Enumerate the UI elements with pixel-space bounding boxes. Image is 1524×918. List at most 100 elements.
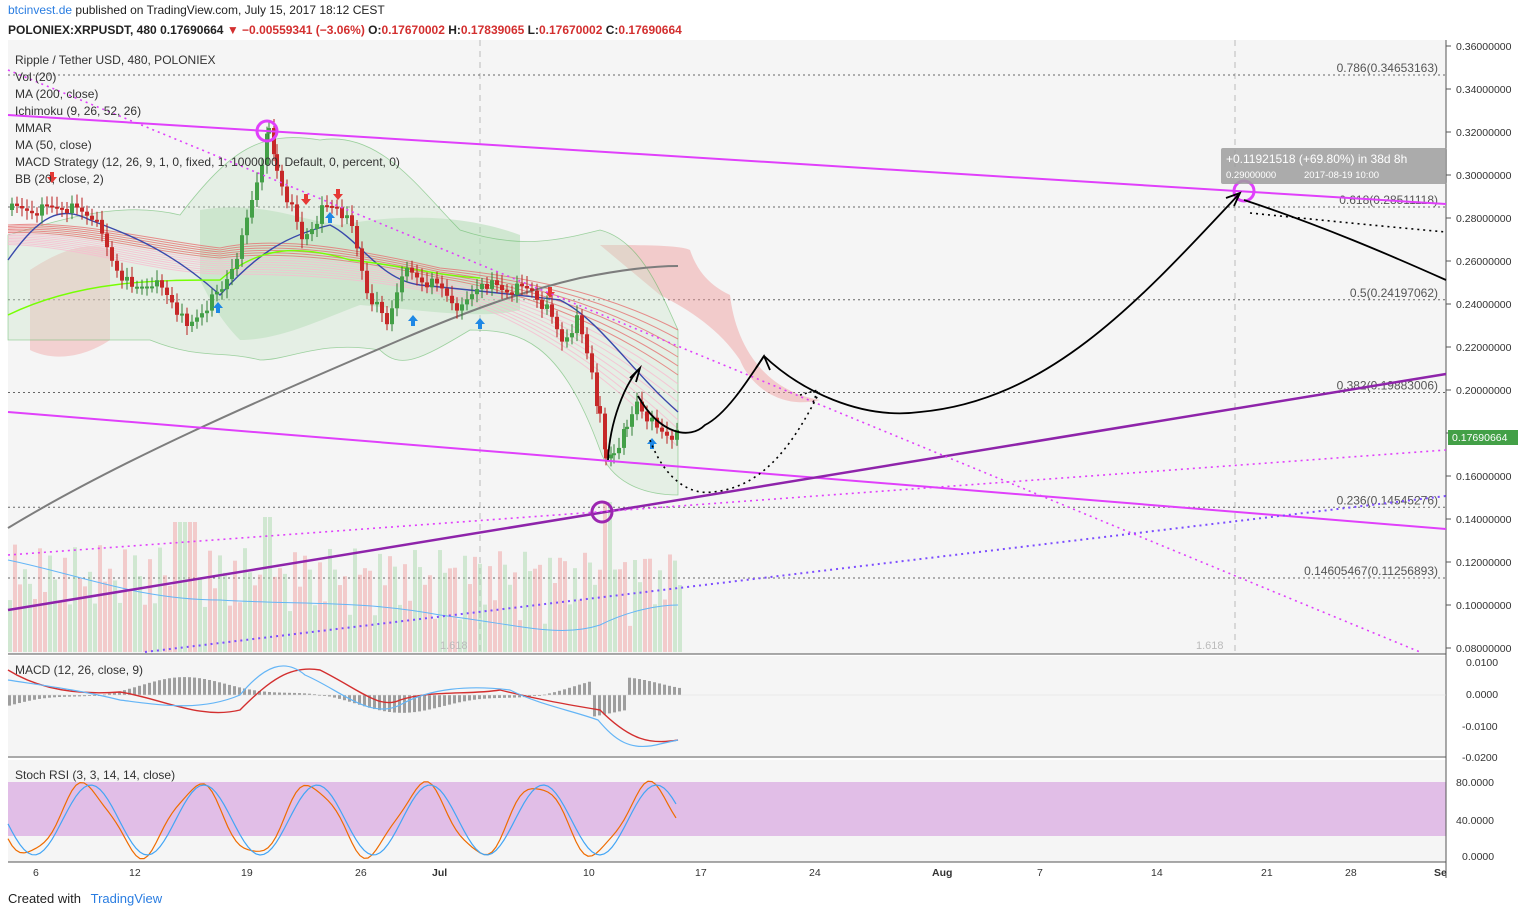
candle	[325, 205, 329, 208]
macd-bar	[373, 695, 376, 710]
candle	[240, 235, 244, 259]
dotted-support-line[interactable]	[144, 495, 1447, 653]
volume-bar	[163, 575, 167, 652]
candle	[665, 431, 669, 436]
candle	[635, 401, 639, 415]
macd-label[interactable]: MACD (12, 26, close, 9)	[15, 663, 143, 677]
projection-decline[interactable]	[1243, 199, 1447, 281]
macd-bar	[73, 695, 76, 697]
dotted-trend-line[interactable]	[7, 449, 1447, 556]
macd-bar	[263, 691, 266, 695]
lower-channel-line[interactable]	[7, 411, 1447, 530]
volume-bar	[458, 619, 462, 652]
support-marker[interactable]	[590, 500, 614, 524]
volume-bar	[363, 568, 367, 652]
cloud-segment	[30, 246, 110, 357]
volume-bar	[123, 549, 127, 652]
macd-bar	[343, 695, 346, 701]
legend-item[interactable]: Vol (20)	[15, 70, 56, 84]
volume-bar	[523, 551, 527, 652]
macd-bar	[308, 693, 311, 695]
rsi-label[interactable]: Stoch RSI (3, 3, 14, 14, close)	[15, 768, 175, 782]
peak-marker[interactable]	[255, 119, 279, 143]
legend-item[interactable]: MMAR	[15, 121, 52, 135]
macd-bar	[68, 695, 71, 697]
macd-pane[interactable]	[8, 656, 1446, 756]
candle	[235, 258, 239, 269]
volume-bar	[313, 605, 317, 652]
volume-bar	[208, 550, 212, 652]
dotted-resistance-line[interactable]	[7, 69, 1421, 653]
candle	[272, 128, 276, 155]
candle	[65, 209, 69, 214]
stoch-k-line	[7, 780, 677, 860]
macd-bar	[83, 695, 86, 697]
macd-bar	[268, 692, 271, 695]
volume-bar	[213, 588, 217, 652]
volume-bar	[648, 558, 652, 652]
legend-item[interactable]: BB (20, close, 2)	[15, 172, 104, 186]
legend-item[interactable]: MACD Strategy (12, 26, 9, 1, 0, fixed, 1…	[15, 155, 400, 169]
candle	[80, 207, 84, 212]
macd-bar	[673, 686, 676, 695]
candle	[590, 353, 594, 373]
fib-label: 0.5(0.24197062)	[1350, 286, 1438, 300]
candle	[570, 333, 574, 338]
volume-bar	[373, 615, 377, 652]
candle	[95, 219, 99, 222]
brand-link[interactable]: btcinvest.de	[8, 3, 73, 17]
support-trend-line[interactable]	[7, 372, 1447, 612]
legend-item[interactable]: MA (50, close)	[15, 138, 92, 152]
legend-item[interactable]: MA (200, close)	[15, 87, 98, 101]
macd-bar	[48, 695, 51, 698]
candle	[10, 203, 14, 210]
macd-bar	[293, 692, 296, 695]
projection-path-1[interactable]	[637, 355, 765, 434]
bollinger-band	[7, 137, 679, 496]
volume-bar	[548, 557, 552, 652]
candle	[425, 282, 429, 288]
current-price-text: 0.17690664	[1452, 432, 1508, 444]
main-pane[interactable]	[8, 40, 1446, 654]
volume-bar	[663, 599, 667, 652]
legend-item[interactable]: Ichimoku (9, 26, 52, 26)	[15, 104, 141, 118]
legend-item[interactable]: Ripple / Tether USD, 480, POLONIEX	[15, 53, 216, 67]
close-value: 0.17690664	[618, 23, 682, 37]
candle	[35, 213, 39, 216]
time-axis[interactable]: 6 12 19 26 Jul 10 17 24 Aug 7 14 21 28 S…	[33, 867, 1447, 878]
candle	[604, 449, 608, 459]
volume-bar	[203, 606, 207, 652]
time-tick: 19	[241, 867, 253, 878]
upper-channel-line[interactable]	[7, 114, 1447, 205]
macd-bar	[613, 695, 616, 713]
time-tick: 12	[129, 867, 141, 878]
macd-bar	[663, 684, 666, 695]
projection-path-2[interactable]	[763, 192, 1241, 415]
candle	[595, 372, 599, 407]
candle	[110, 247, 114, 261]
rsi-axis-label: 0.0000	[1462, 851, 1494, 863]
candle	[255, 182, 259, 200]
published-text: published on TradingView.com, July 15, 2…	[75, 3, 385, 17]
volume-bar	[538, 564, 542, 652]
volume-bar	[393, 566, 397, 652]
volume-bar	[473, 556, 477, 652]
candle	[20, 206, 24, 209]
sell-arrow-icon	[333, 189, 343, 200]
volume-bar	[438, 550, 442, 652]
macd-bar	[278, 692, 281, 695]
macd-bar	[298, 693, 301, 695]
volume-bar	[188, 522, 192, 652]
mmar-line	[7, 242, 679, 439]
macd-bar	[318, 694, 321, 696]
volume-bar	[673, 560, 677, 652]
tradingview-logo-link[interactable]: TradingView	[90, 891, 163, 906]
price-chart[interactable]: 0.786(0.34653163)0.618(0.28511118)0.5(0.…	[0, 40, 1524, 878]
macd-bar	[143, 684, 146, 695]
price-axis[interactable]: 0.36000000 0.34000000 0.32000000 0.30000000…	[1446, 41, 1512, 655]
candle	[290, 202, 294, 205]
macd-bar	[273, 692, 276, 695]
candle	[625, 426, 629, 430]
projection-decline-dotted[interactable]	[1249, 212, 1447, 233]
macd-bar	[13, 695, 16, 705]
